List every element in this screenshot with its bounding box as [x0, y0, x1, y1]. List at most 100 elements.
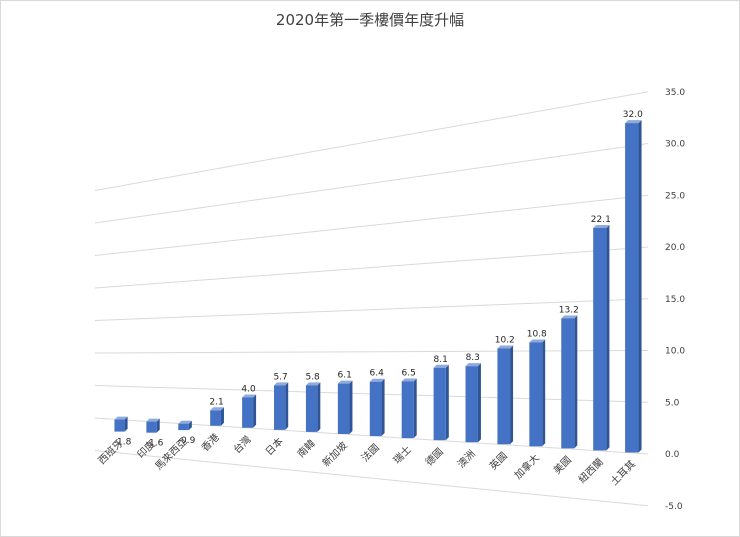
- gridline: [94, 350, 649, 354]
- bar-side: [606, 224, 610, 451]
- bar: [369, 381, 382, 437]
- bar: [401, 381, 414, 439]
- bar-top: [114, 416, 128, 420]
- data-label: 32.0: [623, 110, 643, 120]
- data-labels: -1.8 -1.6 -0.9 2.1 4.0 5.7 5.8 6.1 6.4 6.5 8.1 8.3 1…: [114, 110, 643, 449]
- bar: [210, 410, 221, 426]
- category-label: 香港: [199, 431, 222, 454]
- bar-side: [124, 416, 128, 432]
- category-label: 紐西蘭: [576, 455, 606, 485]
- bar-top: [497, 345, 514, 349]
- category-label: 新加坡: [319, 439, 349, 469]
- data-label: 6.4: [370, 369, 385, 379]
- bar-side: [542, 339, 546, 447]
- y-tick-label: 10.0: [665, 347, 685, 357]
- data-label: 8.1: [434, 355, 448, 365]
- bar: [465, 366, 478, 443]
- data-label: -1.8: [114, 438, 132, 448]
- bar-top: [625, 120, 642, 124]
- bar-top: [210, 407, 224, 411]
- category-label: 法國: [358, 441, 381, 464]
- bar: [146, 421, 157, 433]
- bar: [178, 423, 189, 431]
- bar-side: [510, 345, 514, 445]
- bar: [242, 397, 254, 428]
- data-label: 2.1: [209, 397, 223, 407]
- bar-side: [285, 382, 289, 430]
- bar-top: [337, 380, 353, 384]
- gridline: [94, 246, 649, 289]
- y-tick-label: 20.0: [665, 243, 685, 253]
- data-label: 6.1: [337, 371, 351, 381]
- category-label: 土耳其: [608, 457, 638, 487]
- gridline: [94, 143, 649, 224]
- data-label: 6.5: [402, 368, 416, 378]
- category-label: 瑞士: [390, 443, 413, 466]
- bar-top: [369, 378, 385, 382]
- bar-top: [433, 364, 449, 368]
- bar-top: [465, 363, 481, 367]
- gridline: [94, 194, 649, 256]
- bar-top: [146, 418, 160, 422]
- bar: [274, 385, 286, 430]
- bar: [561, 318, 575, 449]
- data-label: 4.0: [241, 384, 256, 394]
- bar-side: [220, 407, 224, 426]
- data-label: 13.2: [559, 305, 579, 315]
- y-tick-label: 25.0: [665, 191, 685, 201]
- category-label: 台灣: [230, 433, 253, 456]
- bar: [529, 342, 543, 447]
- data-label: 8.3: [466, 353, 480, 363]
- bars: [114, 120, 642, 453]
- bar-side: [349, 380, 353, 434]
- bar: [114, 419, 125, 432]
- gridline: [94, 91, 649, 191]
- data-label: 5.7: [273, 372, 287, 382]
- y-tick-label: 15.0: [665, 295, 685, 305]
- bar-side: [413, 378, 417, 439]
- bar-top: [593, 224, 610, 228]
- bar-top: [401, 378, 417, 382]
- bar-side: [477, 363, 481, 443]
- category-label: 加拿大: [511, 451, 541, 481]
- bar: [625, 123, 639, 453]
- bar-side: [156, 418, 160, 433]
- gridline: [94, 298, 649, 321]
- bar: [593, 227, 607, 451]
- bar: [305, 385, 318, 432]
- bar-top: [305, 382, 321, 386]
- bar-side: [574, 315, 578, 449]
- bar-side: [381, 378, 385, 437]
- bar-top: [242, 394, 257, 398]
- bar-side: [188, 420, 192, 431]
- y-tick-label: 0.0: [665, 450, 680, 460]
- chart-title: 2020年第一季樓價年度升幅: [275, 11, 465, 29]
- y-tick-label: 30.0: [665, 140, 685, 150]
- data-label: 10.2: [495, 335, 515, 345]
- category-label: 英國: [487, 449, 510, 472]
- bar-top: [561, 315, 578, 319]
- data-label: 5.8: [305, 372, 320, 382]
- bar: [337, 383, 350, 434]
- category-label: 澳洲: [455, 447, 478, 470]
- bar-side: [317, 382, 321, 432]
- y-tick-label: 35.0: [665, 88, 685, 98]
- bar-top: [529, 339, 546, 343]
- category-label: 日本: [262, 435, 285, 458]
- bar: [497, 348, 511, 445]
- category-label: 德國: [422, 445, 445, 468]
- category-label: 美國: [551, 453, 574, 476]
- category-label: 西班牙: [96, 437, 126, 467]
- data-label: 22.1: [591, 215, 611, 225]
- gridlines: [94, 91, 649, 507]
- category-label: 南韓: [294, 437, 317, 460]
- y-tick-labels: -5.0 0.0 5.0 10.0 15.0 20.0 25.0 30.0 35.0: [665, 88, 685, 512]
- data-label: -0.9: [178, 436, 196, 446]
- y-tick-label: 5.0: [665, 398, 680, 408]
- bar-top: [178, 420, 192, 424]
- bar-top: [274, 382, 289, 386]
- bar: [433, 367, 446, 441]
- bar-side: [253, 394, 257, 428]
